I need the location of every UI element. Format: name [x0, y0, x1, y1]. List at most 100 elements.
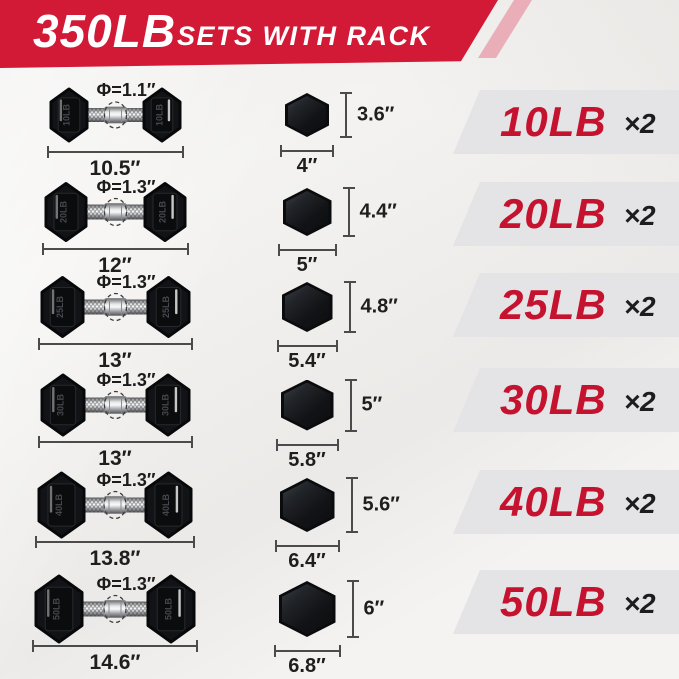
quantity-label: ×2 — [623, 291, 656, 322]
handle-diameter-label: Φ=1.3″ — [96, 370, 156, 390]
hex-width-value: 6.4″ — [288, 550, 326, 572]
hex-end-face — [285, 191, 329, 233]
weight-quantity-band: 20LB ×2 — [453, 182, 679, 246]
weight-label: 50LB — [500, 578, 607, 625]
svg-text:50LB: 50LB — [51, 597, 61, 620]
length-dim-line — [35, 536, 195, 548]
hex-end-view — [279, 478, 335, 532]
set-total-weight-title: 350LB — [33, 5, 177, 57]
length-dim-line — [32, 640, 198, 652]
size-row-30lb: Φ=1.3″ 30LB 30LB 13″ 5″ 5.8″ 30LB ×2 — [0, 367, 679, 485]
svg-text:40LB: 40LB — [161, 493, 171, 516]
svg-text:10LB: 10LB — [61, 103, 71, 126]
svg-text:10LB: 10LB — [154, 103, 164, 126]
dumbbell-side-illustration: 20LB 20LB — [44, 182, 186, 242]
handle-diameter-label: Φ=1.3″ — [96, 470, 156, 490]
length-dim-value: 13.8″ — [89, 547, 141, 570]
hex-height-value: 4.4″ — [359, 200, 397, 223]
svg-text:25LB: 25LB — [160, 295, 170, 318]
length-dim-value: 12″ — [98, 254, 132, 277]
size-row-50lb: Φ=1.3″ 50LB 50LB 14.6″ 6″ 6.8″ 50LB ×2 — [0, 570, 679, 679]
size-row-25lb: Φ=1.3″ 25LB 25LB 13″ 4.8″ 5.4″ 25LB ×2 — [0, 269, 679, 387]
hex-end-view — [282, 188, 332, 236]
svg-text:20LB: 20LB — [157, 200, 167, 223]
header-red-ribbon: 350LB SETS WITH RACK — [0, 0, 498, 68]
hex-width-dim-line — [274, 540, 340, 552]
hex-height-value: 6″ — [363, 597, 385, 620]
length-dim-line — [46, 146, 184, 158]
svg-text:30LB: 30LB — [55, 393, 65, 416]
weight-quantity-band: 40LB ×2 — [453, 470, 679, 534]
hex-end-face — [283, 382, 331, 428]
hex-end-view — [280, 379, 334, 431]
quantity-label: ×2 — [623, 588, 656, 619]
header-banner: 350LB SETS WITH RACK — [0, 0, 679, 68]
weight-label: 40LB — [500, 478, 607, 525]
length-dim-line — [37, 436, 193, 448]
handle-diameter-label: Φ=1.3″ — [96, 272, 156, 292]
hex-height-value: 5″ — [361, 393, 383, 416]
svg-text:30LB: 30LB — [160, 393, 170, 416]
size-row-40lb: Φ=1.3″ 40LB 40LB 13.8″ 5.6″ 6.4″ 40LB ×2 — [0, 467, 679, 585]
weight-label: 10LB — [500, 98, 607, 145]
hex-width-value: 4″ — [296, 155, 318, 177]
handle-diameter-label: Φ=1.1″ — [96, 80, 156, 100]
size-row-10lb: Φ=1.1″ 10LB 10LB 10.5″ 3.6″ 4″ 10LB ×2 — [0, 77, 679, 195]
hex-width-value: 5″ — [296, 254, 318, 276]
weight-quantity-band: 30LB ×2 — [453, 368, 679, 432]
weight-quantity-band: 50LB ×2 — [453, 570, 679, 634]
dumbbell-side-illustration: 50LB 50LB — [34, 574, 196, 644]
hex-end-face — [281, 584, 333, 634]
length-dim-value: 13″ — [98, 447, 132, 470]
svg-text:40LB: 40LB — [54, 493, 64, 516]
length-dim-value: 14.6″ — [89, 651, 141, 674]
hex-width-dim-line — [280, 145, 334, 157]
hex-width-dim-line — [277, 244, 337, 256]
hex-height-value: 4.8″ — [360, 295, 398, 318]
weight-quantity-band: 10LB ×2 — [453, 90, 679, 154]
svg-text:25LB: 25LB — [54, 295, 64, 318]
quantity-label: ×2 — [623, 488, 656, 519]
hex-end-view — [281, 282, 333, 332]
handle-diameter-label: Φ=1.3″ — [96, 177, 156, 197]
hex-width-dim-line — [276, 340, 338, 352]
length-dim-value: 13″ — [98, 349, 132, 372]
quantity-label: ×2 — [623, 386, 656, 417]
size-row-20lb: Φ=1.3″ 20LB 20LB 12″ 4.4″ 5″ 20LB ×2 — [0, 174, 679, 292]
hex-height-dim-line — [345, 477, 358, 533]
weight-label: 25LB — [500, 281, 607, 328]
hex-width-value: 5.4″ — [288, 350, 326, 372]
dumbbell-side-illustration: 25LB 25LB — [40, 276, 190, 338]
weight-label: 20LB — [500, 190, 607, 237]
hex-end-view — [285, 93, 329, 137]
hex-end-face — [288, 96, 326, 134]
hex-height-dim-line — [342, 187, 355, 237]
quantity-label: ×2 — [623, 200, 656, 231]
length-dim-line — [37, 338, 193, 350]
hex-width-dim-line — [275, 438, 339, 451]
header-subtitle: SETS WITH RACK — [177, 21, 431, 51]
hex-width-value: 5.8″ — [288, 448, 326, 471]
svg-text:50LB: 50LB — [163, 597, 173, 620]
weight-label: 30LB — [500, 376, 607, 423]
hex-width-dim-line — [273, 645, 341, 657]
hex-end-view — [278, 581, 336, 637]
dumbbell-side-illustration: 30LB 30LB — [40, 373, 190, 437]
hex-height-value: 5.6″ — [362, 493, 400, 516]
hex-height-value: 3.6″ — [357, 103, 395, 126]
hex-height-dim-line — [346, 580, 359, 638]
hex-end-face — [282, 481, 332, 529]
hex-height-dim-line — [343, 281, 356, 333]
weight-quantity-band: 25LB ×2 — [453, 273, 679, 337]
hex-height-dim-line — [344, 378, 357, 432]
svg-text:20LB: 20LB — [58, 200, 68, 223]
hex-height-dim-line — [340, 92, 352, 138]
hex-width-value: 6.8″ — [288, 655, 326, 677]
length-dim-value: 10.5″ — [89, 157, 141, 180]
quantity-label: ×2 — [623, 108, 656, 139]
dumbbell-side-illustration: 40LB 40LB — [37, 471, 193, 539]
handle-diameter-label: Φ=1.3″ — [96, 574, 156, 594]
dumbbell-side-illustration: 10LB 10LB — [49, 87, 181, 143]
hex-end-face — [284, 285, 330, 329]
